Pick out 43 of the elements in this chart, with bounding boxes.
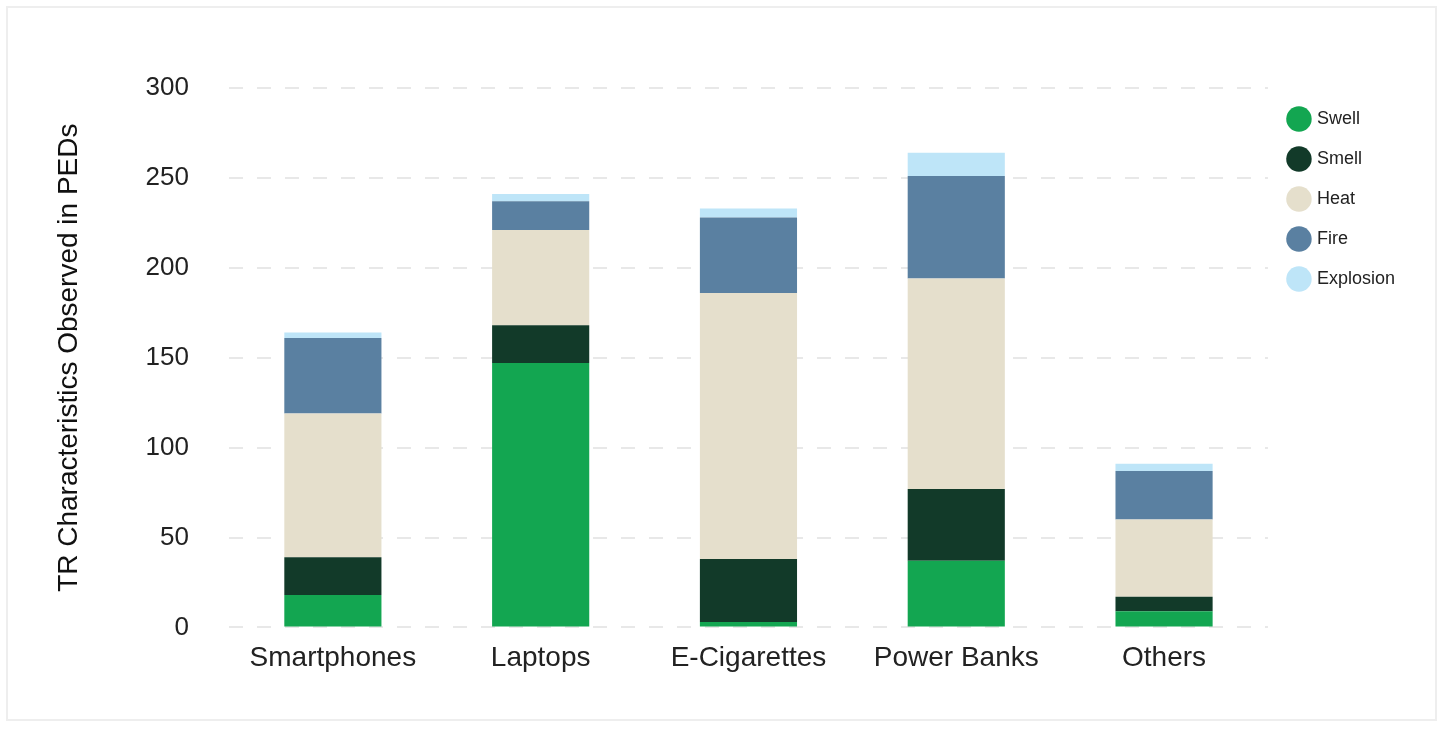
x-tick-label: Laptops: [490, 640, 591, 672]
bar: [907, 278, 1005, 489]
bar: [699, 292, 798, 560]
bar: [284, 595, 382, 627]
x-tick-label: E-Cigarettes: [670, 640, 827, 672]
bar: [492, 201, 590, 231]
bar: [699, 208, 798, 218]
bar: [699, 217, 798, 293]
x-tick-label: Smartphones: [249, 640, 417, 672]
bar: [1115, 519, 1213, 597]
y-tick-label: 250: [145, 161, 189, 192]
x-tick-label: Others: [1122, 640, 1207, 672]
bar: [699, 559, 798, 623]
legend-label: Fire: [1316, 227, 1348, 248]
bar: [907, 488, 1005, 561]
y-tick-label: 150: [145, 340, 189, 371]
bar: [284, 337, 382, 414]
y-tick-label: 100: [145, 430, 189, 461]
bar: [492, 194, 590, 202]
bar: [1115, 611, 1213, 627]
y-tick-label: 200: [145, 250, 189, 281]
bar: [907, 560, 1005, 627]
bar: [284, 413, 382, 558]
bar: [907, 176, 1005, 279]
bar: [492, 230, 590, 326]
legend-label: Explosion: [1316, 267, 1395, 288]
y-tick-label: 0: [174, 610, 189, 641]
legend-label: Heat: [1316, 187, 1355, 208]
bar: [699, 622, 798, 627]
legend-label: Swell: [1316, 107, 1360, 128]
legend-label: Smell: [1316, 147, 1362, 168]
bar: [284, 332, 382, 338]
bar: [284, 557, 382, 596]
y-tick-label: 300: [145, 71, 189, 102]
bar: [907, 152, 1005, 177]
bar: [492, 325, 590, 364]
bar: [1115, 596, 1213, 612]
y-axis-title: TR Characteristics Observed in PEDs: [51, 123, 83, 592]
x-tick-label: Power Banks: [873, 640, 1039, 672]
bar: [492, 363, 590, 627]
y-tick-label: 50: [160, 520, 189, 551]
bar: [1115, 470, 1213, 520]
bar: [1115, 463, 1213, 471]
